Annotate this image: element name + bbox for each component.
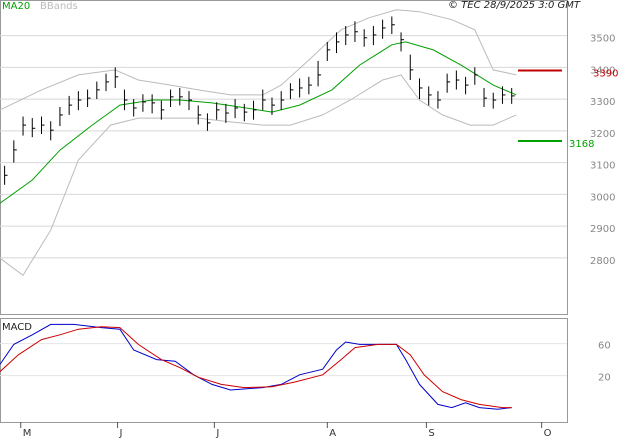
bband-lower	[0, 74, 517, 277]
macd-line	[0, 326, 512, 409]
y-tick-label: 3100	[590, 161, 615, 172]
y-tick-label: 3500	[590, 34, 615, 45]
y-tick-label: 3000	[590, 192, 615, 203]
macd-title: MACD	[2, 322, 32, 333]
y-tick-label: 3400	[590, 65, 615, 76]
macd-frame	[0, 318, 568, 423]
y-tick-label: 2800	[590, 256, 615, 267]
x-tick-label: S	[428, 428, 434, 439]
y-tick-label: 3300	[590, 97, 615, 108]
x-tick-label: M	[23, 428, 32, 439]
copyright: © TEC 28/9/2025 3:0 GMT	[448, 0, 581, 11]
x-tick-label: J	[119, 428, 123, 439]
y-tick-label: 60	[598, 341, 611, 352]
y-tick-label: 3200	[590, 129, 615, 140]
price-frame	[0, 0, 568, 315]
y-tick-label: 2900	[590, 224, 615, 235]
y-tick-label: 20	[598, 373, 611, 384]
level-label: 3168	[569, 139, 594, 150]
legend-entry: MA20	[2, 1, 30, 12]
legend-entry: BBands	[40, 1, 78, 12]
x-tick-label: A	[329, 428, 336, 439]
level-label: 3390	[593, 68, 618, 79]
x-tick-label: J	[215, 428, 219, 439]
x-tick-label: O	[544, 428, 552, 439]
